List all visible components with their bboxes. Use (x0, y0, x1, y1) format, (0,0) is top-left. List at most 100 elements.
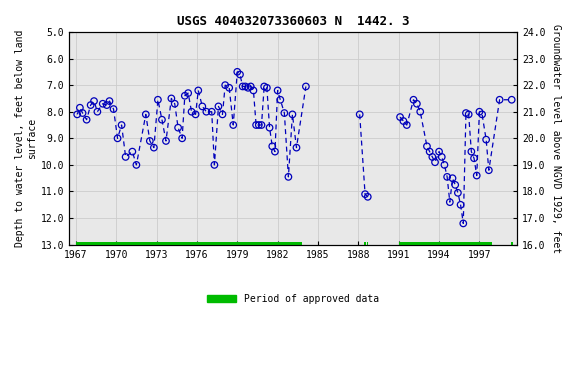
Point (445, 199, 454, 205)
Point (149, 144, 158, 151)
Point (478, 111, 487, 118)
Point (73, 111, 82, 118)
Point (153, 97, 162, 103)
Point (170, 101, 179, 107)
Point (262, 85, 271, 91)
Point (102, 102, 111, 108)
Point (428, 154, 437, 160)
Point (425, 149, 434, 155)
Point (453, 190, 463, 196)
Point (198, 103, 207, 109)
Point (246, 83, 255, 89)
Point (236, 71, 245, 78)
Point (173, 124, 183, 131)
Point (180, 93, 190, 99)
Bar (511, 242, 513, 247)
Point (292, 144, 301, 151)
Point (89, 98, 98, 104)
Point (430, 159, 439, 166)
Point (412, 101, 422, 107)
Point (145, 138, 154, 144)
Point (141, 111, 150, 118)
Point (284, 174, 293, 180)
Point (202, 109, 211, 115)
Point (249, 88, 258, 94)
Point (241, 83, 250, 89)
Point (469, 155, 479, 161)
Point (254, 122, 263, 128)
Point (214, 103, 223, 109)
Bar (365, 242, 366, 247)
Point (437, 154, 446, 160)
Point (288, 111, 297, 118)
Point (82, 117, 91, 123)
Point (495, 97, 504, 103)
Point (257, 122, 266, 128)
Point (461, 110, 471, 116)
Bar (367, 242, 369, 247)
Point (422, 143, 431, 149)
Point (109, 106, 118, 112)
Point (132, 162, 141, 168)
Point (121, 154, 130, 160)
Point (75, 105, 85, 111)
Point (268, 143, 277, 149)
Point (450, 182, 460, 188)
Point (207, 109, 217, 115)
Point (194, 88, 203, 94)
Point (128, 149, 137, 155)
Point (402, 122, 411, 128)
Point (280, 110, 289, 116)
Point (448, 175, 457, 181)
Point (260, 83, 269, 89)
Point (399, 118, 408, 124)
Point (482, 137, 491, 143)
Point (265, 124, 274, 131)
Point (161, 138, 170, 144)
Point (355, 111, 364, 118)
Point (233, 69, 242, 75)
Title: USGS 404032073360603 N  1442. 3: USGS 404032073360603 N 1442. 3 (177, 15, 410, 28)
Point (157, 117, 166, 123)
Point (177, 135, 187, 141)
Bar (399, 242, 491, 247)
Point (416, 109, 425, 115)
Point (184, 90, 193, 96)
Point (98, 101, 107, 107)
Point (301, 83, 310, 89)
Point (86, 102, 95, 108)
Point (396, 114, 405, 120)
Point (273, 88, 282, 94)
Y-axis label: Groundwater level above NGVD 1929, feet: Groundwater level above NGVD 1929, feet (551, 24, 561, 253)
Bar (76, 242, 302, 247)
Point (225, 85, 234, 91)
Point (464, 111, 473, 118)
Point (218, 111, 227, 118)
Y-axis label: Depth to water level, feet below land
surface: Depth to water level, feet below land su… (15, 30, 37, 247)
Point (456, 202, 465, 208)
Legend: Period of approved data: Period of approved data (203, 290, 383, 308)
Point (191, 111, 200, 118)
Point (467, 149, 476, 155)
Point (93, 109, 102, 115)
Point (484, 167, 494, 173)
Point (507, 97, 516, 103)
Point (409, 97, 418, 103)
Point (363, 194, 372, 200)
Point (361, 191, 370, 197)
Point (475, 109, 484, 115)
Point (244, 85, 253, 91)
Point (276, 97, 285, 103)
Point (187, 109, 196, 115)
Point (442, 174, 452, 180)
Point (117, 122, 126, 128)
Point (113, 135, 122, 141)
Point (238, 83, 247, 89)
Point (270, 149, 279, 155)
Point (221, 82, 230, 88)
Point (78, 110, 87, 116)
Point (472, 172, 482, 179)
Point (440, 162, 449, 168)
Point (458, 220, 468, 227)
Point (210, 162, 219, 168)
